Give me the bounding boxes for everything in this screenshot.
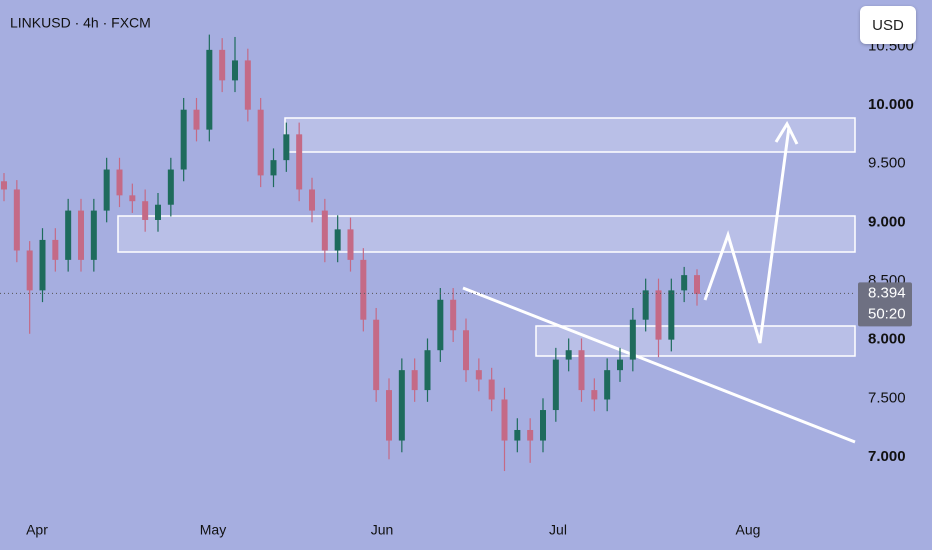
candle-body <box>488 379 495 400</box>
x-tick-label: Jul <box>549 522 567 538</box>
candle-body <box>540 410 546 441</box>
price-label-box <box>858 282 912 327</box>
candle-body <box>78 210 84 260</box>
y-tick-label: 7.500 <box>868 389 906 406</box>
x-tick-label: Aug <box>736 522 761 538</box>
candle-body <box>604 370 611 400</box>
candle-body <box>463 330 469 371</box>
zones <box>117 117 856 357</box>
resistance-zone <box>117 215 856 253</box>
y-tick-label: 8.000 <box>868 331 906 348</box>
candle-body <box>193 109 200 130</box>
y-tick-label: 9.500 <box>868 155 906 172</box>
candle-body <box>244 60 251 110</box>
x-tick-label: Apr <box>26 522 48 538</box>
candle-body <box>334 229 341 251</box>
candle-body <box>591 390 598 400</box>
trend-line <box>462 286 856 444</box>
candle-body <box>655 290 662 340</box>
candle-body <box>694 275 700 294</box>
candle-body <box>13 189 20 251</box>
candle-body <box>26 250 33 291</box>
candle-body <box>52 239 59 260</box>
candle-body <box>475 370 482 380</box>
candle-body <box>309 189 315 211</box>
support-zone <box>535 325 856 357</box>
y-tick-label: 7.000 <box>868 448 906 465</box>
candle-body <box>321 210 328 251</box>
candle-body <box>501 399 508 441</box>
candle-body <box>347 229 354 260</box>
candle-body <box>129 195 136 202</box>
candle-body <box>373 319 380 391</box>
candle-body <box>167 169 174 205</box>
countdown-label: 50:20 <box>868 305 906 322</box>
candle-body <box>39 239 46 291</box>
y-tick-label: 9.000 <box>868 213 906 230</box>
y-tick-label: 10.000 <box>868 96 914 113</box>
candle-body <box>360 259 367 320</box>
candle-body <box>296 134 303 190</box>
candle-body <box>232 60 238 81</box>
last-price-label: 8.394 <box>868 284 906 301</box>
x-tick-label: Jun <box>371 522 394 538</box>
candle-body <box>552 359 559 411</box>
candle-body <box>424 350 431 391</box>
candle-body <box>681 275 688 291</box>
candle-body <box>514 429 521 441</box>
candle-body <box>65 210 72 260</box>
chart-title: LINKUSD · 4h · FXCM <box>10 15 151 31</box>
candle-body <box>103 169 110 211</box>
candle-body <box>180 109 187 170</box>
currency-button[interactable]: USD <box>860 6 916 44</box>
x-tick-label: May <box>200 522 226 538</box>
candle-body <box>386 390 392 441</box>
candle-body <box>437 299 444 351</box>
candle-body <box>642 290 649 320</box>
candle-body <box>1 181 7 190</box>
candle-body <box>565 350 572 360</box>
candle-body <box>270 160 277 176</box>
candle-body <box>116 169 123 196</box>
resistance-zone <box>284 117 856 153</box>
candle-body <box>617 359 623 371</box>
candle-body <box>257 109 264 176</box>
candle-body <box>450 299 457 331</box>
candles <box>1 34 700 472</box>
candle-body <box>142 201 149 220</box>
arrow-head <box>774 120 799 145</box>
candle-body <box>629 319 636 360</box>
candle-body <box>668 290 675 340</box>
candle-body <box>155 204 161 220</box>
projection-path <box>703 126 791 344</box>
candle-body <box>578 350 585 391</box>
candle-body <box>411 370 418 391</box>
candle-body <box>283 134 290 161</box>
candle-body <box>90 210 97 260</box>
candle-body <box>527 429 534 441</box>
candle-body <box>398 370 405 441</box>
candle-body <box>206 49 213 130</box>
candle-body <box>219 49 226 81</box>
